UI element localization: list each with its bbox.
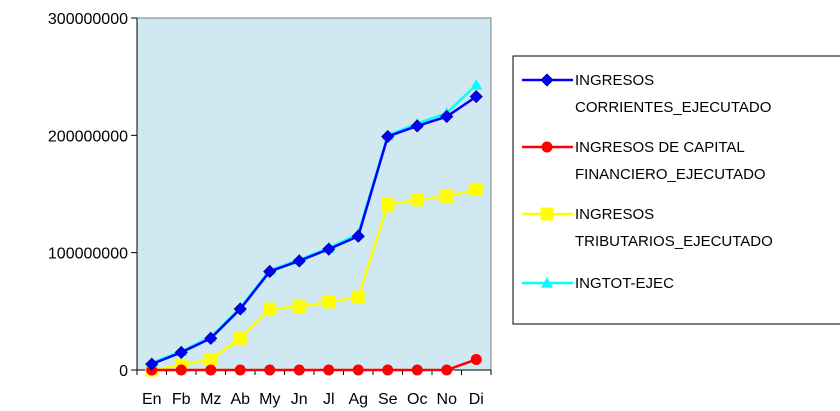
data-point [233,331,247,345]
x-tick-label: Jl [323,391,335,408]
data-point [440,109,454,124]
legend-label: FINANCIERO_EJECUTADO [575,166,766,183]
data-point [440,189,454,203]
data-point [204,352,218,366]
data-point [381,129,395,144]
legend-label: INGRESOS [575,72,654,89]
legend-box [512,55,840,325]
legend-label: INGTOT-EJEC [575,275,674,292]
data-point [410,119,424,133]
data-point [410,193,424,207]
data-point [234,364,246,376]
data-point [145,357,159,371]
data-point [264,364,276,376]
data-point [382,364,394,376]
legend-label: CORRIENTES_EJECUTADO [575,99,771,116]
data-point [351,229,365,243]
x-tick-label: Ag [348,391,368,408]
data-point [352,364,364,376]
data-point [381,198,395,212]
data-point [204,331,218,345]
x-tick-label: En [142,391,162,408]
x-tick-label: Jn [291,391,308,408]
legend-label: TRIBUTARIOS_EJECUTADO [575,233,773,250]
legend-marker [540,73,554,87]
legend: INGRESOS CORRIENTES_EJECUTADO INGRESOS DE … [512,55,840,325]
x-tick-label: Ab [230,391,250,408]
y-tick-label: 100000000 [48,246,128,263]
legend-marker [540,207,554,221]
data-point [292,300,306,314]
legend-marker [541,141,553,153]
x-tick-label: No [437,391,458,408]
data-point [469,182,483,196]
data-point [470,78,483,90]
legend-label: INGRESOS [575,206,654,223]
x-tick-label: Di [469,391,484,408]
x-tick-label: Oc [407,391,427,408]
data-point [323,364,335,376]
data-point [469,90,483,104]
legend-label: INGRESOS DE CAPITAL [575,139,745,156]
data-point [233,302,247,316]
y-tick-label: 200000000 [48,128,128,145]
x-tick-label: My [259,391,280,408]
data-point [470,353,482,365]
data-point [263,302,277,316]
y-tick-label: 0 [119,363,128,380]
y-tick-label: 300000000 [48,11,128,28]
data-point [322,242,336,256]
data-point [174,345,188,359]
data-point [263,264,277,279]
x-tick-label: Fb [172,391,191,408]
x-tick-label: Se [378,391,398,408]
legend-marker [541,277,553,288]
data-point [322,295,336,309]
plot-area [136,17,492,371]
data-point [205,364,217,376]
data-point [175,364,187,376]
data-point [293,364,305,376]
data-point [441,364,453,376]
data-point [351,290,365,304]
data-point [411,364,423,376]
data-point [292,254,306,268]
x-tick-label: Mz [200,391,221,408]
